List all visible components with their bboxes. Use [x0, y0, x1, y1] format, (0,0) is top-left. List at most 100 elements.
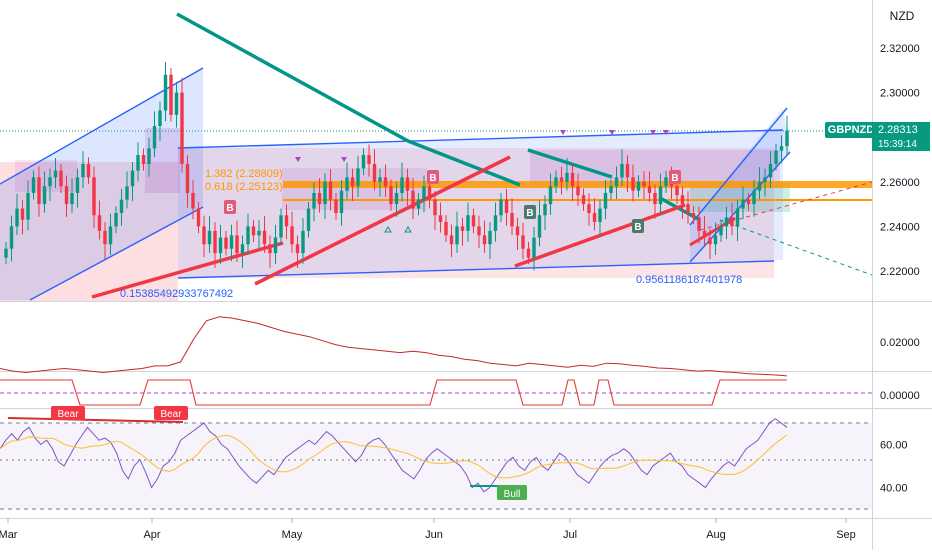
- candle-body: [460, 226, 465, 231]
- candle-body: [713, 235, 718, 245]
- candle-body: [730, 217, 734, 227]
- candle-body: [378, 177, 382, 182]
- candle-body: [53, 170, 58, 178]
- symbol-label: GBPNZD: [825, 122, 877, 138]
- candle-body: [719, 226, 723, 236]
- candle-body: [724, 217, 729, 227]
- candle-body: [152, 126, 157, 149]
- candle-body: [15, 208, 19, 227]
- uptrend-line: [91, 241, 284, 299]
- last-price-label: 2.28313: [872, 122, 930, 138]
- candle-body: [543, 204, 547, 216]
- candle-body: [532, 237, 536, 258]
- candle-body: [576, 186, 580, 196]
- candle-body: [702, 230, 707, 238]
- channel-lower-right: [689, 151, 791, 263]
- sell-signal-triangle: [560, 130, 566, 135]
- candle-body: [658, 186, 663, 205]
- candle-body: [328, 181, 333, 200]
- candle-body: [510, 213, 514, 227]
- sell-signal-triangle: [663, 130, 669, 135]
- candle-body: [691, 213, 696, 218]
- candle-body: [488, 230, 492, 245]
- candle-body: [389, 186, 393, 205]
- box-zone: [282, 168, 427, 210]
- candle-body: [466, 215, 470, 231]
- candle-body: [394, 192, 399, 205]
- projection-line: [699, 181, 873, 231]
- signal-badge-b: [427, 170, 439, 184]
- bull-label: Bull: [504, 489, 521, 500]
- candle-body: [345, 177, 349, 191]
- candle-body: [279, 215, 283, 238]
- candle-body: [592, 213, 597, 222]
- candle-body: [383, 177, 388, 187]
- candle-body: [119, 199, 124, 214]
- candle-body: [477, 226, 481, 236]
- candle-body: [603, 192, 608, 209]
- candle-body: [548, 186, 553, 205]
- candle-body: [444, 221, 448, 236]
- downtrend-line: [176, 12, 409, 143]
- box-zone: [145, 128, 180, 193]
- range-channel-bottom: [177, 260, 775, 279]
- candle-body: [526, 248, 531, 258]
- channel-upper-right: [689, 107, 788, 226]
- bar-countdown-label: 15:39:14: [872, 138, 930, 151]
- candle-body: [686, 204, 690, 214]
- candle-body: [125, 186, 129, 200]
- candle-body: [185, 163, 190, 193]
- candle-body: [372, 163, 377, 182]
- candle-body: [240, 244, 245, 254]
- price-axis-tick: 2.26000: [880, 177, 920, 189]
- candle-body: [537, 215, 542, 238]
- volatility-line: [0, 316, 788, 377]
- candle-body: [455, 226, 459, 245]
- candle-body: [570, 172, 575, 187]
- candle-body: [752, 190, 756, 205]
- candle-body: [554, 177, 558, 187]
- candle-body: [229, 235, 234, 249]
- projection-line: [719, 219, 873, 276]
- signal-badge-b: [224, 200, 236, 214]
- candle-body: [268, 244, 272, 254]
- candle-body: [37, 177, 41, 205]
- candle-body: [108, 226, 113, 245]
- candle-body: [631, 177, 635, 191]
- candle-body: [114, 213, 118, 227]
- candle-body: [158, 110, 162, 127]
- bear-label-bg: [51, 406, 85, 420]
- time-axis-label: Sep: [836, 529, 856, 541]
- signal-badge-b: [524, 205, 536, 219]
- candle-body: [664, 177, 668, 187]
- ascending-channel-fill: [0, 68, 203, 300]
- bear-label: Bear: [57, 409, 79, 420]
- candle-body: [218, 237, 223, 254]
- sell-signal-triangle: [650, 130, 656, 135]
- downtrend-line: [407, 139, 521, 187]
- sell-signal-triangle: [609, 130, 615, 135]
- candle-body: [774, 150, 778, 164]
- time-axis-label: Apr: [143, 529, 160, 541]
- signal-badge-b: [669, 170, 681, 184]
- range-zone-pink: [178, 148, 774, 278]
- candle-body: [499, 199, 503, 216]
- candle-body: [257, 230, 261, 236]
- signal-badge-b-text: B: [429, 173, 436, 184]
- price-axis-tick: 2.24000: [880, 221, 920, 233]
- candle-body: [504, 199, 509, 214]
- candle-body: [779, 146, 784, 151]
- candle-body: [581, 195, 586, 205]
- rsi-band: [0, 423, 872, 509]
- candle-body: [620, 163, 624, 178]
- candle-body: [317, 192, 322, 205]
- fib-label-0618: 0.618 (2.25123): [205, 181, 283, 193]
- currency-label[interactable]: NZD: [889, 9, 915, 23]
- bear-zone: [0, 162, 178, 301]
- candle-body: [515, 226, 520, 236]
- candle-body: [449, 235, 454, 245]
- candle-body: [295, 244, 300, 254]
- candle-body: [213, 230, 217, 254]
